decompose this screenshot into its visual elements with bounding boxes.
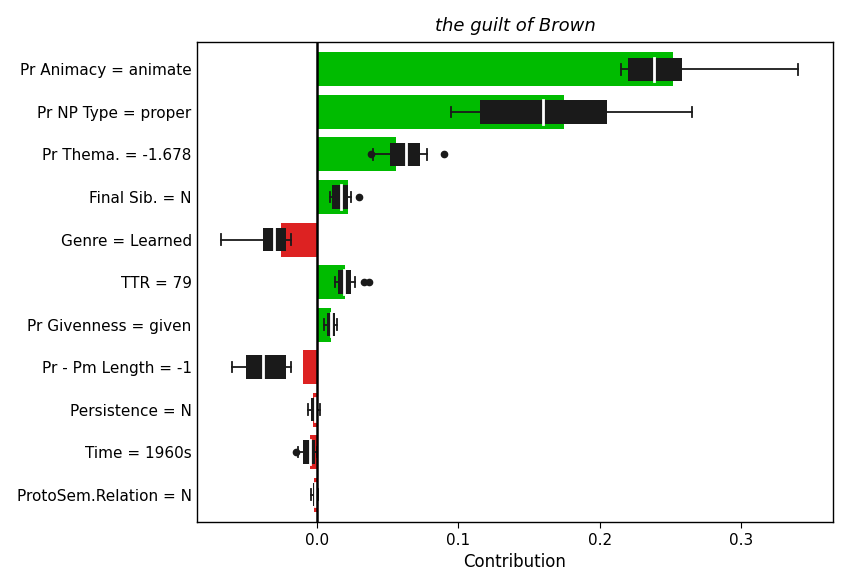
Bar (317, 180, 348, 214)
Bar (263, 228, 286, 251)
Bar (332, 185, 348, 209)
X-axis label: Contribution: Contribution (463, 553, 566, 572)
Bar (281, 222, 317, 256)
Bar (314, 477, 317, 512)
Bar (326, 313, 335, 336)
Bar (390, 143, 420, 166)
Bar (317, 265, 345, 299)
Bar (317, 52, 673, 86)
Bar (313, 483, 318, 506)
Bar (317, 95, 564, 129)
Bar (311, 398, 318, 422)
Bar (313, 393, 317, 427)
Bar (309, 435, 317, 469)
Bar (317, 138, 396, 172)
Bar (479, 101, 607, 123)
Bar (303, 350, 317, 384)
Bar (338, 270, 351, 294)
Bar (246, 355, 286, 379)
Bar (303, 440, 315, 464)
Title: the guilt of Brown: the guilt of Brown (434, 16, 595, 35)
Bar (317, 308, 331, 342)
Bar (628, 58, 682, 81)
